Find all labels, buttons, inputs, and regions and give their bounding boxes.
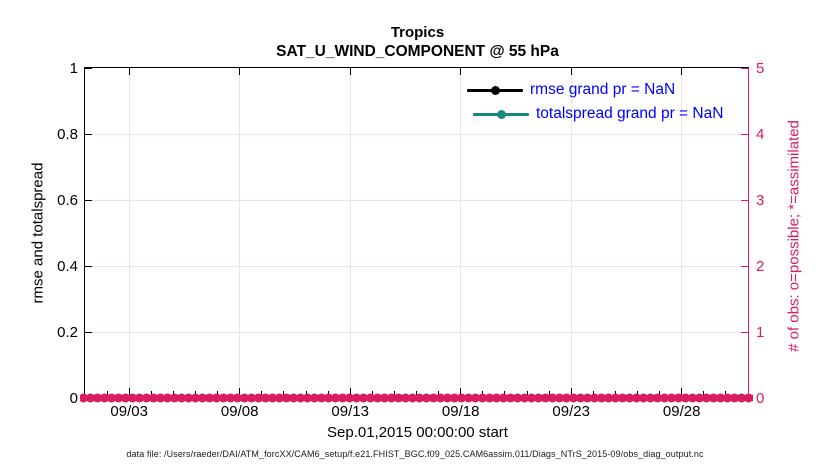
y-right-tick-label: 1: [756, 324, 765, 341]
y-left-tick: [85, 331, 92, 333]
y-gridline: [85, 133, 748, 135]
y-left-tick: [85, 68, 92, 69]
y-right-tick: [741, 68, 748, 69]
y-left-tick-label: 0: [69, 390, 78, 407]
plot-title: Tropics: [390, 24, 445, 41]
y-axis-right-label: # of obs: o=possible; *=assimilated: [785, 120, 803, 352]
y-right-tick: [741, 133, 748, 135]
y-right-tick: [741, 199, 748, 201]
y-right-tick-label: 2: [756, 258, 765, 275]
y-right-tick: [741, 265, 748, 267]
y-right-tick-label: 3: [756, 192, 765, 209]
legend-label-totalspread: totalspread grand pr = NaN: [536, 105, 724, 122]
rmse-dot-icon: [491, 85, 500, 95]
x-tick-label: 09/18: [441, 403, 480, 420]
x-tick-label: 09/03: [110, 403, 148, 420]
data-file-caption: data file: /Users/raeder/DAI/ATM_forcXX/…: [126, 449, 704, 459]
x-gridline: [239, 68, 241, 398]
legend-item-rmse: rmse grand pr = NaN: [467, 78, 723, 102]
y-left-tick: [85, 199, 92, 201]
y-left-tick-label: 0.6: [57, 192, 78, 209]
y-left-tick-label: 1: [69, 60, 78, 77]
x-tick-label: 09/23: [552, 403, 590, 420]
y-axis-left-label: rmse and totalspread: [29, 162, 47, 304]
y-right-tick-label: 4: [756, 126, 765, 143]
x-top-tick: [681, 68, 683, 75]
x-gridline: [460, 68, 462, 398]
y-left-tick: [85, 133, 92, 135]
y-right-tick-label: 5: [756, 60, 765, 77]
x-tick-label: 09/13: [331, 403, 369, 420]
rmse-line-marker-icon: [467, 85, 523, 95]
legend: rmse grand pr = NaN totalspread grand pr…: [467, 78, 723, 126]
x-tick-label: 09/08: [220, 403, 259, 420]
y-right-tick: [741, 331, 748, 333]
x-top-tick: [239, 68, 241, 75]
y-gridline: [85, 199, 748, 201]
y-left-tick-label: 0.2: [57, 324, 78, 341]
assimilated-obs-marker-band: [80, 393, 753, 403]
totalspread-dot-icon: [497, 109, 506, 119]
totalspread-line-marker-icon: [473, 109, 529, 119]
plot-subtitle: SAT_U_WIND_COMPONENT @ 55 hPa: [276, 43, 559, 60]
x-gridline: [349, 68, 351, 398]
y-gridline: [85, 265, 748, 267]
x-gridline: [570, 68, 572, 398]
legend-label-rmse: rmse grand pr = NaN: [530, 81, 676, 98]
x-gridline: [128, 68, 130, 398]
x-tick-label: 09/28: [662, 403, 701, 420]
y-left-tick-label: 0.4: [57, 258, 78, 275]
y-right-tick-label: 0: [756, 390, 765, 407]
x-gridline: [681, 68, 683, 398]
x-top-tick: [460, 68, 462, 75]
legend-item-totalspread: totalspread grand pr = NaN: [473, 102, 723, 126]
x-top-tick: [128, 68, 130, 75]
y-left-tick: [85, 265, 92, 267]
x-top-tick: [570, 68, 572, 75]
y-left-tick-label: 0.8: [57, 126, 78, 143]
x-top-tick: [349, 68, 351, 75]
y-gridline: [85, 331, 748, 333]
x-axis-label: Sep.01,2015 00:00:00 start: [327, 424, 508, 441]
